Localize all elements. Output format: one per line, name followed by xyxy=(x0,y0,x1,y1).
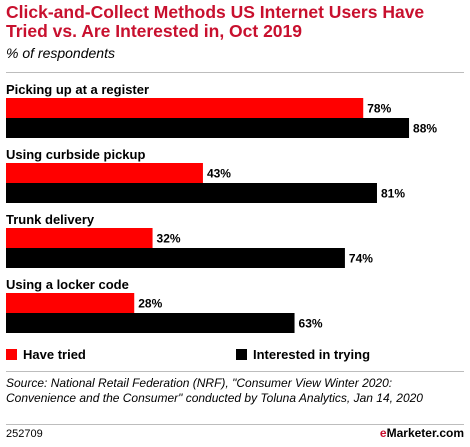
data-label: 81% xyxy=(381,187,405,201)
emarketer-logo: eMarketer.com xyxy=(379,426,464,440)
bar xyxy=(6,183,377,203)
legend-label: Have tried xyxy=(23,347,86,362)
chart-title: Click-and-Collect Methods US Internet Us… xyxy=(6,2,425,41)
bar xyxy=(6,98,364,118)
top-divider xyxy=(6,72,464,73)
bar xyxy=(6,313,295,333)
chart-subtitle: % of respondents xyxy=(6,45,115,61)
category-label: Using curbside pickup xyxy=(6,147,145,162)
source-divider xyxy=(6,371,464,372)
category-label: Picking up at a register xyxy=(6,82,149,97)
bar xyxy=(6,118,410,138)
bar xyxy=(6,248,345,268)
data-label: 28% xyxy=(138,297,162,311)
data-label: 63% xyxy=(299,317,323,331)
data-label: 32% xyxy=(157,232,181,246)
bar-chart: Picking up at a register 78% 88% Using curb… xyxy=(6,82,437,362)
footer-divider xyxy=(6,424,464,425)
bar xyxy=(6,293,135,313)
data-label: 88% xyxy=(413,122,437,136)
bar xyxy=(6,228,153,248)
legend-label: Interested in trying xyxy=(253,347,370,362)
category-label: Using a locker code xyxy=(6,277,129,292)
data-label: 78% xyxy=(367,102,391,116)
legend-swatch xyxy=(6,349,17,360)
chart-id: 252709 xyxy=(6,428,43,440)
data-label: 43% xyxy=(207,167,231,181)
data-label: 74% xyxy=(349,252,373,266)
bar xyxy=(6,163,203,183)
category-label: Trunk delivery xyxy=(6,212,95,227)
legend-swatch xyxy=(236,349,247,360)
source-note: Source: National Retail Federation (NRF)… xyxy=(6,376,423,405)
